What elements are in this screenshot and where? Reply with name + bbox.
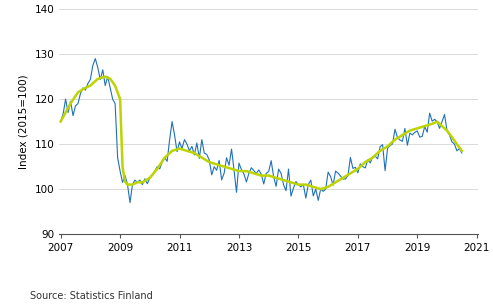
Y-axis label: Index (2015=100): Index (2015=100) (19, 74, 29, 169)
Text: Source: Statistics Finland: Source: Statistics Finland (30, 291, 152, 301)
